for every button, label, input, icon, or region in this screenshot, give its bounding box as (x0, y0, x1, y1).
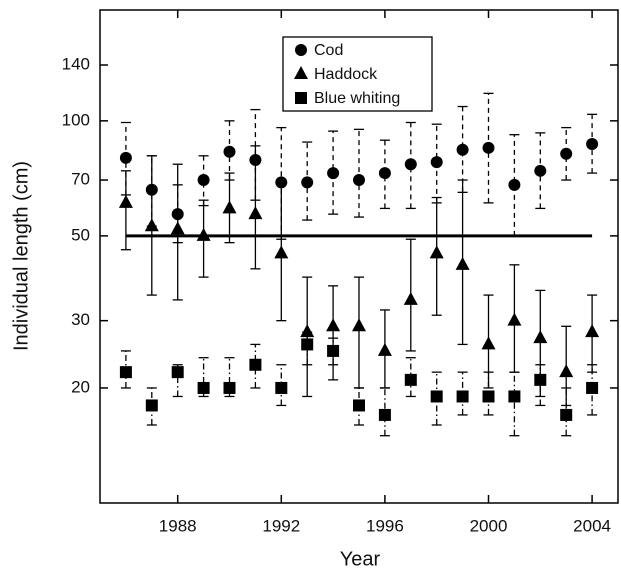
plot-frame (99, 9, 619, 504)
point (197, 174, 210, 187)
point (403, 291, 418, 305)
point (145, 399, 158, 412)
point (170, 221, 185, 235)
point (586, 137, 599, 150)
point (456, 390, 469, 403)
point (144, 218, 159, 232)
point (197, 381, 210, 394)
point (249, 358, 262, 371)
legend-box (282, 36, 433, 112)
point (223, 145, 236, 158)
y-tick-label: 20 (71, 377, 90, 396)
y-axis-label: Individual length (cm) (10, 161, 32, 351)
point (301, 338, 314, 351)
y-tick-label: 100 (62, 110, 90, 129)
x-tick-label: 1996 (366, 516, 404, 535)
point (222, 200, 237, 214)
point (327, 344, 340, 357)
x-tick-label: 1988 (159, 516, 197, 535)
x-tick-label: 2004 (573, 516, 611, 535)
point (481, 336, 496, 350)
y-tick-label: 70 (71, 170, 90, 189)
point (586, 381, 599, 394)
point (585, 324, 600, 338)
legend-marker (295, 44, 307, 56)
point (430, 156, 443, 169)
x-tick-label: 2000 (470, 516, 508, 535)
point (378, 167, 391, 180)
point (534, 164, 547, 177)
point (534, 373, 547, 386)
point (223, 381, 236, 394)
point (533, 330, 548, 344)
point (429, 245, 444, 259)
point (118, 194, 133, 208)
y-tick-label: 30 (71, 310, 90, 329)
point (119, 366, 132, 379)
point (353, 174, 365, 187)
point (248, 206, 263, 220)
point (507, 312, 522, 326)
point (430, 390, 443, 403)
point (560, 408, 573, 421)
point (378, 408, 391, 421)
point (327, 167, 340, 180)
point (300, 324, 315, 338)
point (171, 366, 184, 379)
point (482, 390, 495, 403)
point (377, 342, 392, 356)
point (404, 373, 417, 386)
x-axis-label: Year (340, 548, 381, 570)
point (326, 318, 341, 332)
point (508, 178, 521, 191)
x-tick-label: 1992 (262, 516, 300, 535)
point (455, 256, 470, 270)
point (301, 176, 314, 189)
point (559, 364, 574, 378)
point (196, 227, 211, 241)
legend-label: Blue whiting (314, 90, 400, 107)
legend-marker (294, 66, 308, 79)
point (119, 151, 132, 164)
point (404, 158, 417, 171)
legend-marker (295, 92, 307, 104)
point (482, 141, 495, 154)
legend-label: Haddock (314, 66, 378, 83)
point (275, 381, 288, 394)
point (353, 399, 365, 412)
y-tick-label: 50 (71, 225, 90, 244)
point (508, 390, 521, 403)
point (352, 318, 366, 332)
y-tick-label: 140 (62, 54, 90, 73)
legend-label: Cod (314, 42, 343, 59)
point (456, 143, 469, 156)
point (560, 147, 573, 160)
point (274, 245, 289, 259)
